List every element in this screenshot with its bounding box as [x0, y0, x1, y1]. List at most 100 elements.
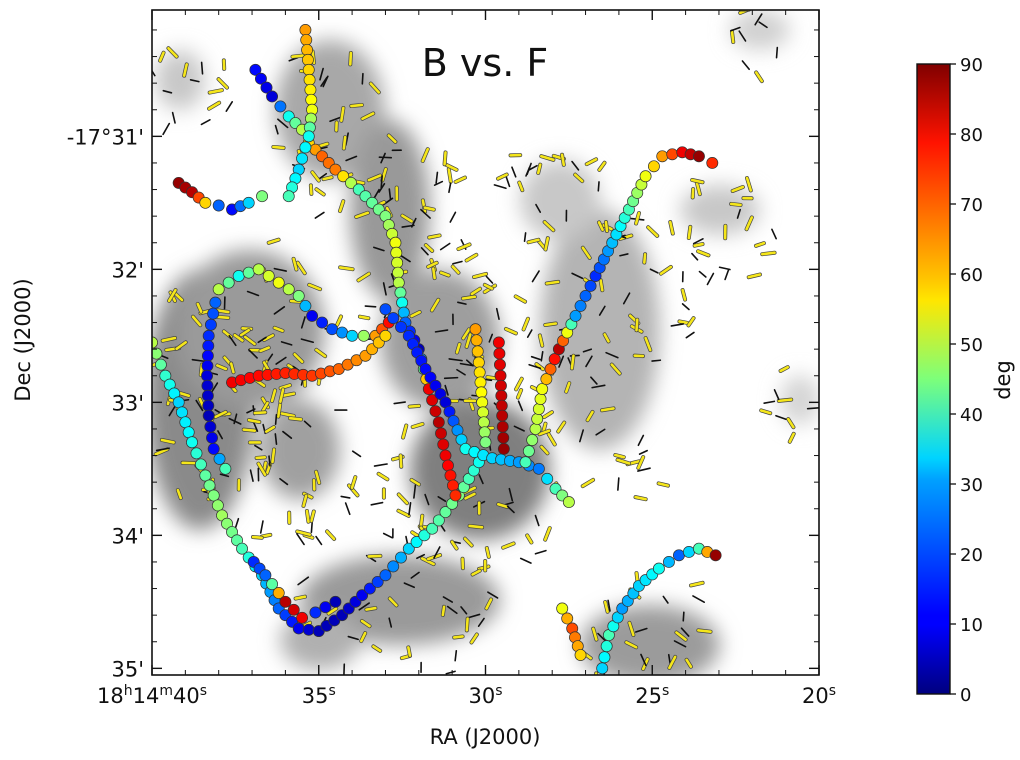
spine-point — [329, 163, 342, 176]
polarization-segment — [477, 617, 485, 627]
polarization-segment — [724, 268, 730, 281]
y-tick-labels: -17°31' 32' 33' 34' 35' — [67, 125, 144, 681]
polarization-segment — [508, 487, 514, 502]
spine-point — [272, 587, 285, 599]
polarization-segment — [438, 682, 440, 691]
spine-point — [418, 529, 431, 542]
spine-point — [363, 582, 376, 595]
spine-point — [444, 469, 457, 482]
spine-point — [242, 266, 255, 279]
spine-point — [447, 479, 459, 492]
spine-point — [202, 399, 215, 412]
polarization-segment — [597, 181, 600, 192]
polarization-segment — [310, 521, 313, 534]
polarization-segment — [347, 635, 359, 641]
spine-point — [179, 416, 192, 429]
spine-point — [432, 514, 445, 527]
polarization-segment — [274, 433, 278, 445]
spine-point — [390, 246, 403, 259]
polarization-segment — [413, 484, 417, 499]
polarization-segment — [254, 444, 263, 451]
spine-point — [186, 436, 198, 449]
spine-point — [292, 622, 305, 635]
spine-point — [497, 442, 510, 455]
polarization-segment — [530, 355, 541, 361]
polarization-segment — [558, 355, 565, 368]
axis-ticks — [151, 10, 820, 675]
spine-point — [203, 479, 216, 492]
polarization-segment — [373, 463, 388, 467]
polarization-segment — [435, 171, 439, 184]
y-tick-label: 33' — [112, 391, 145, 415]
polarization-segment — [282, 430, 293, 439]
polarization-segment — [605, 351, 619, 359]
spine-point — [596, 662, 609, 675]
spine-point — [395, 551, 407, 564]
polarization-segment — [531, 270, 540, 283]
polarization-segment — [638, 449, 648, 455]
polarization-segment — [403, 582, 415, 589]
spine-point — [706, 156, 719, 169]
spine-point — [397, 306, 410, 319]
polarization-segment — [393, 401, 406, 405]
spine-point — [379, 303, 392, 316]
polarization-segment — [300, 316, 306, 329]
polarization-segment — [268, 455, 271, 467]
spine-point — [426, 522, 439, 535]
polarization-segment — [738, 30, 747, 42]
polarization-segment — [622, 292, 631, 305]
spine-point — [519, 456, 532, 469]
spine-point — [299, 299, 312, 312]
polarization-segment — [485, 275, 494, 284]
spine-point — [274, 100, 287, 113]
polarization-segment — [388, 617, 393, 628]
spine-point — [219, 462, 232, 475]
polarization-segment — [452, 260, 463, 265]
spine-point — [561, 612, 574, 625]
polarization-segment — [595, 428, 606, 436]
colorbar-tick-label: 70 — [960, 195, 983, 216]
polarization-segment — [274, 413, 278, 426]
spine-point — [562, 496, 575, 509]
polarization-segment — [488, 333, 494, 343]
spine-point — [656, 150, 669, 163]
spine-point — [584, 280, 597, 292]
polarization-segment — [585, 355, 593, 368]
polarization-segment — [640, 653, 647, 667]
spine-point — [494, 358, 506, 371]
spine-point — [154, 358, 167, 371]
spine-point — [410, 536, 423, 548]
x-tick-label: 30s — [468, 683, 502, 708]
polarization-segment — [373, 188, 380, 199]
polarization-segment — [358, 602, 370, 611]
spine-point — [236, 542, 248, 555]
polarization-segment — [442, 596, 454, 603]
polarization-segment — [273, 306, 286, 315]
spine-point — [371, 575, 384, 588]
polarization-segment — [368, 678, 371, 690]
spine-point — [303, 73, 316, 86]
spine-point — [395, 321, 407, 333]
emission-map — [152, 10, 819, 675]
spine-point — [309, 606, 322, 619]
polarization-segment — [457, 301, 467, 305]
spine-point — [652, 562, 665, 575]
spine-point — [432, 416, 445, 429]
spine-point — [476, 396, 489, 409]
polarization-segment — [495, 307, 500, 320]
polarization-segment — [754, 13, 763, 26]
spine-point — [472, 356, 485, 369]
spine-point — [152, 347, 163, 360]
spine-point — [326, 323, 339, 336]
spine-point — [252, 263, 265, 276]
polarization-segment — [437, 496, 447, 502]
polarization-segment — [773, 389, 780, 401]
filament-spines — [152, 24, 722, 675]
spine-point — [199, 469, 212, 482]
spine-point — [662, 556, 675, 568]
spine-point — [532, 462, 545, 475]
x-tick-label: 20s — [802, 683, 836, 708]
polarization-segment — [535, 203, 542, 213]
spine-point — [201, 389, 214, 402]
y-axis-label: Dec (J2000) — [11, 278, 35, 401]
